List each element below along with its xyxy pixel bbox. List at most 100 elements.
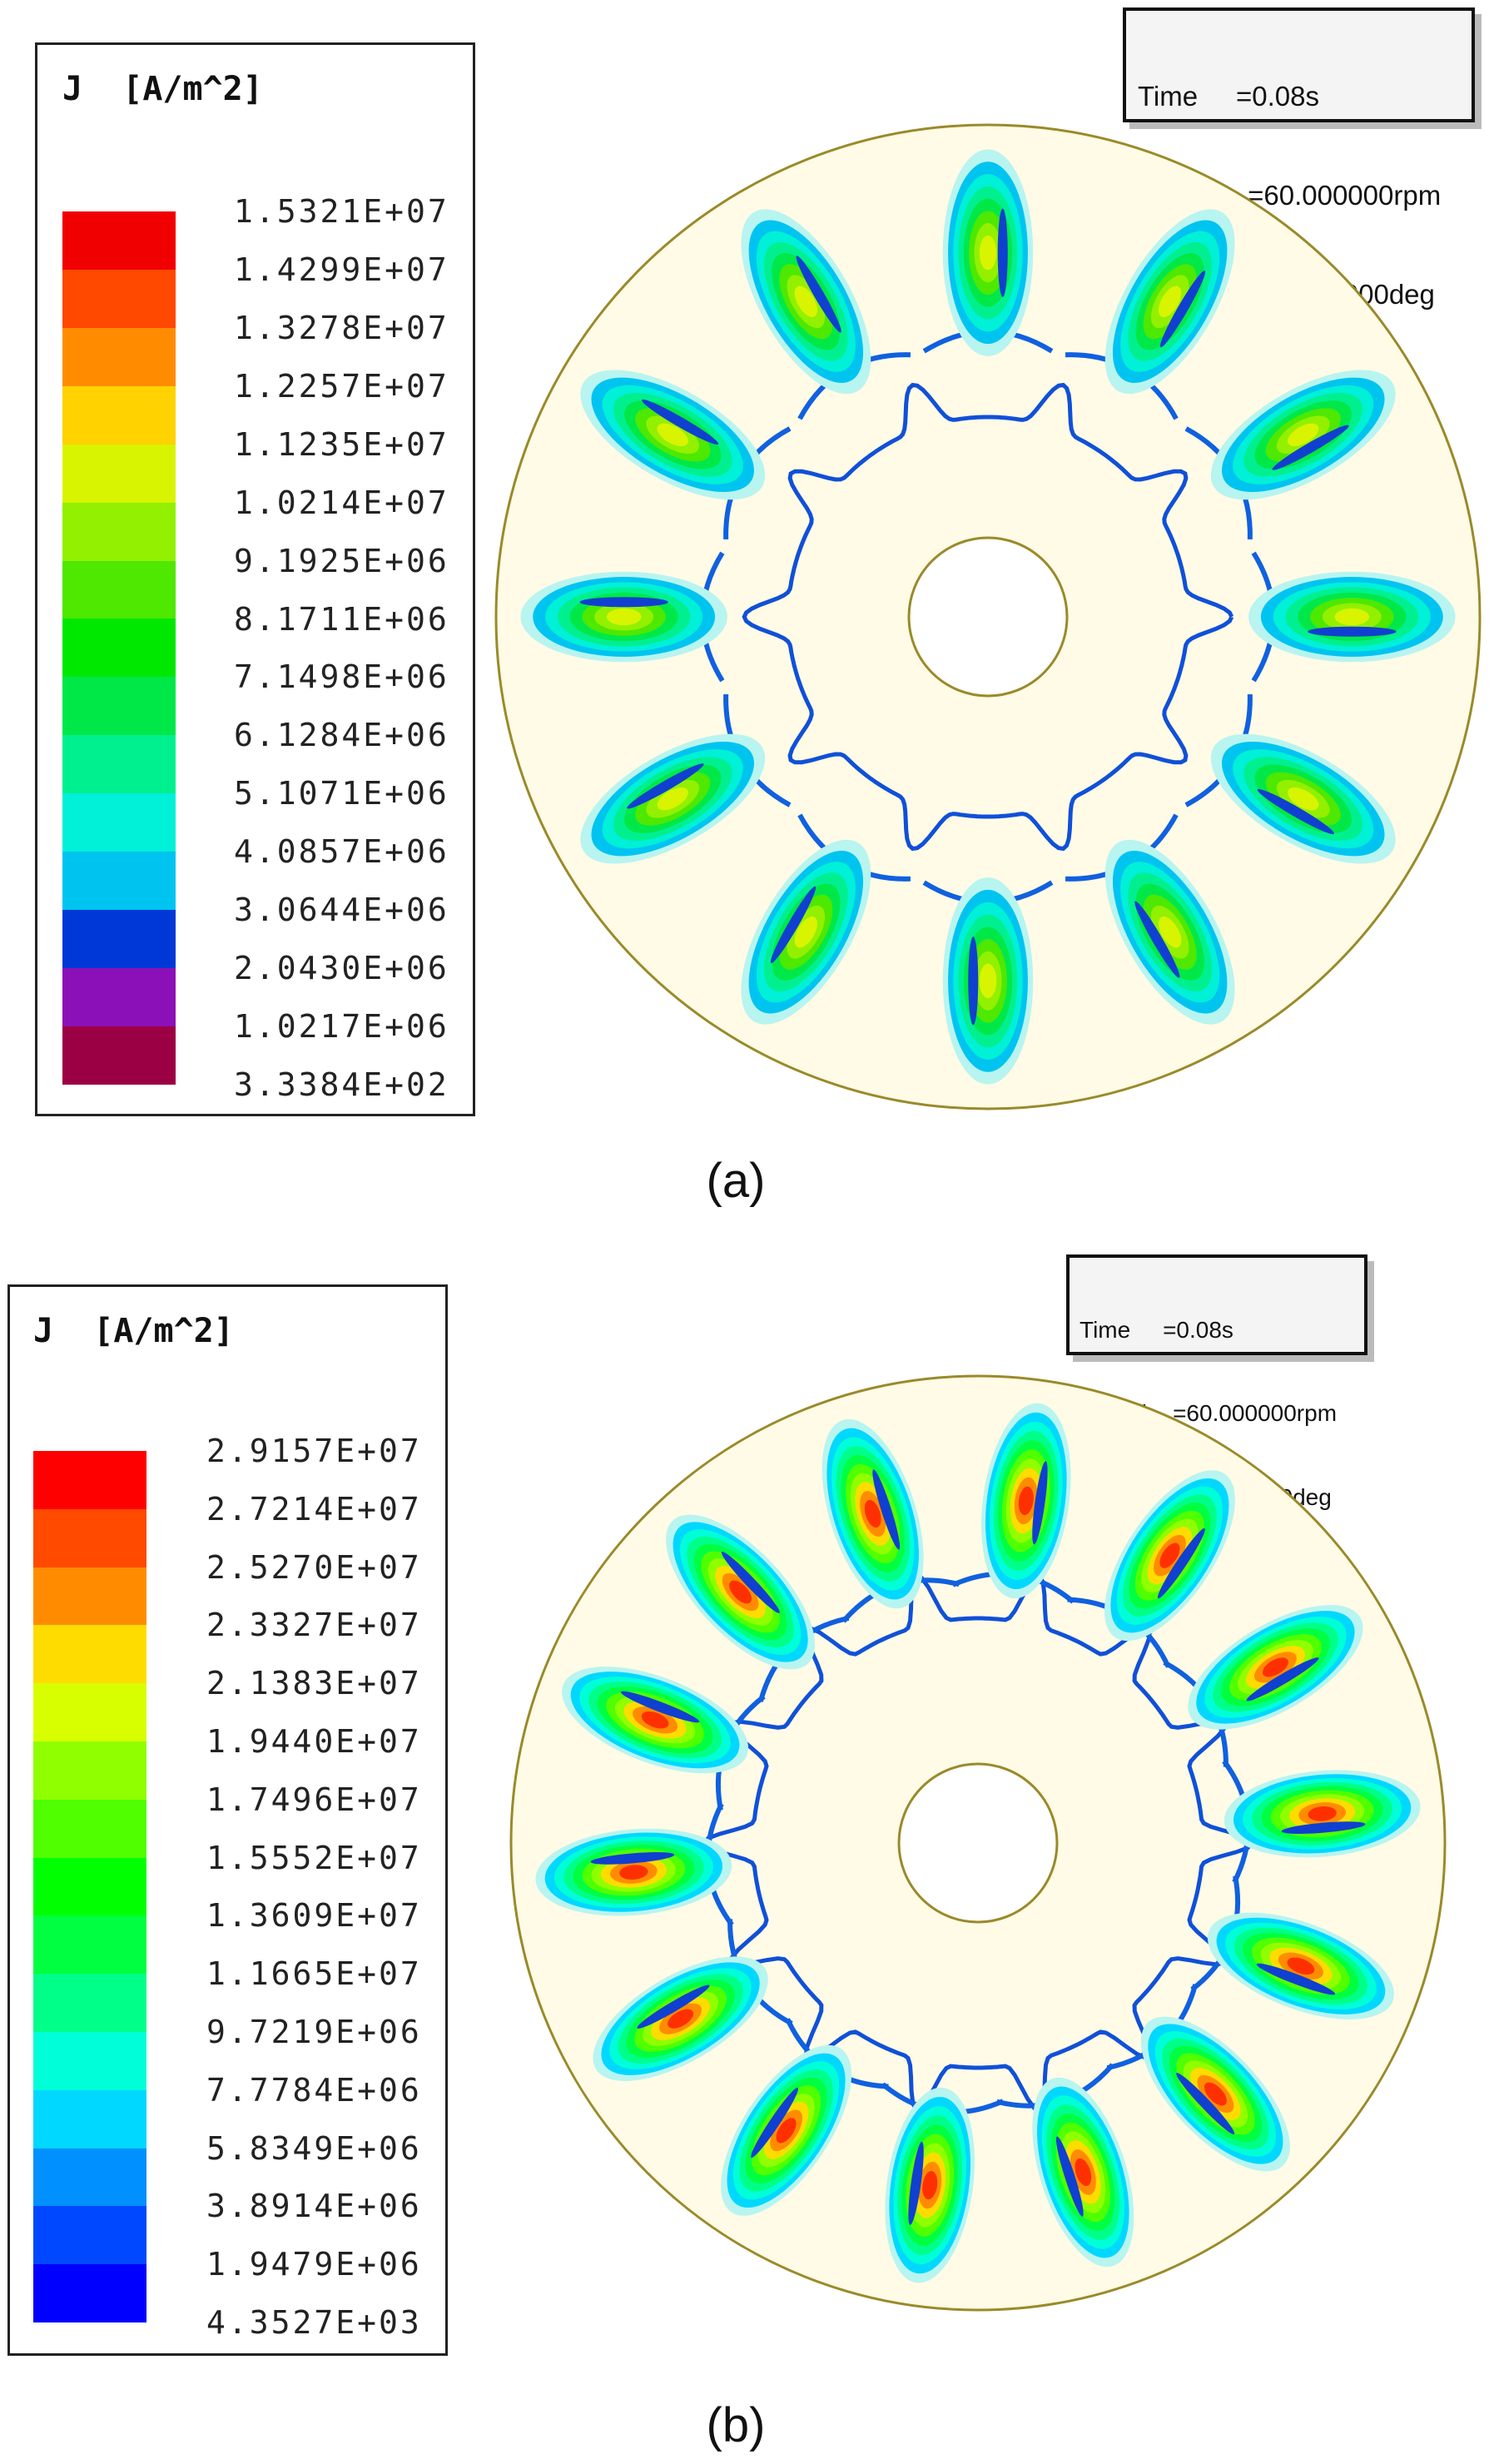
current-density-contour <box>641 399 719 445</box>
current-density-contour <box>997 208 1008 297</box>
coil-slot <box>1222 1759 1421 1884</box>
legend-value: 1.9440E+07 <box>206 1723 422 1760</box>
legend-value: 1.9479E+06 <box>206 2246 422 2283</box>
current-density-contour <box>796 256 841 333</box>
caption-a: (a) <box>706 1154 766 1208</box>
color-band <box>33 1915 146 1975</box>
coil-slot <box>1163 1605 1363 1767</box>
current-density-contour <box>1272 425 1349 470</box>
current-density-contour <box>606 608 642 626</box>
current-density-contour <box>1055 2136 1084 2217</box>
color-band <box>62 677 176 736</box>
current-density-contour <box>590 1852 675 1865</box>
legend-value: 9.7219E+06 <box>206 2014 422 2050</box>
legend-value: 1.7496E+07 <box>206 1781 422 1818</box>
coil-slot <box>741 813 911 1025</box>
current-density-contour <box>627 763 704 809</box>
current-density-contour <box>1075 2158 1092 2187</box>
color-bar <box>62 211 176 1085</box>
shaft-hole <box>897 1762 1059 1924</box>
color-band <box>33 2206 146 2265</box>
color-band <box>33 2264 146 2322</box>
color-band <box>33 2089 146 2149</box>
current-density-contour <box>776 2118 797 2144</box>
info-time: Time =0.08s <box>1080 1317 1233 1343</box>
current-density-contour <box>979 963 997 999</box>
color-band <box>33 1567 146 1626</box>
color-band <box>33 2148 146 2207</box>
current-density-contour <box>1157 1528 1205 1599</box>
legend-value: 1.5552E+07 <box>206 1839 422 1876</box>
current-density-contour <box>968 936 979 1026</box>
field-plot-b <box>509 1374 1447 2312</box>
shaft-hole <box>907 536 1069 698</box>
current-density-contour <box>641 1711 669 1729</box>
current-density-contour <box>1256 1963 1336 1995</box>
color-band <box>62 618 176 678</box>
current-density-contour <box>1204 2082 1227 2106</box>
coil-slot <box>951 1403 1075 1604</box>
current-density-contour <box>922 2171 938 2200</box>
color-band <box>33 2031 146 2090</box>
legend-value: 1.1235E+07 <box>234 425 449 463</box>
legend-value: 8.1711E+06 <box>234 600 449 638</box>
current-density-contour <box>770 886 816 964</box>
current-density-contour <box>657 423 688 447</box>
coil-slot <box>1065 209 1235 420</box>
color-band <box>62 327 176 386</box>
legend-value: 1.0214E+07 <box>234 484 449 521</box>
coil-slot <box>1106 1984 1290 2172</box>
legend-value: 6.1284E+06 <box>234 717 449 754</box>
current-density-contour <box>1288 423 1319 447</box>
color-band <box>62 502 176 561</box>
legend-value: 2.1383E+07 <box>206 1665 422 1702</box>
legend-value: 3.3384E+02 <box>234 1066 449 1103</box>
coil-slot <box>881 2082 1005 2283</box>
current-density-contour <box>668 2009 694 2029</box>
color-bar <box>33 1451 146 2322</box>
legend-value: 7.1498E+06 <box>234 658 449 696</box>
legend-title: J [A/m^2] <box>33 1312 234 1350</box>
legend-value: 2.9157E+07 <box>206 1433 422 1469</box>
legend-value: 5.8349E+06 <box>206 2129 422 2167</box>
info-box-b: Time =0.08s Speed =60.000000rpm Position… <box>1066 1254 1367 1510</box>
current-density-contour <box>1257 788 1335 835</box>
legend-b: J [A/m^2] 2.9157E+07 2.7214E+07 2.5270E+07… <box>7 1284 448 2356</box>
color-band <box>33 1625 146 1684</box>
color-band <box>33 1799 146 1858</box>
coil-slot <box>520 551 727 683</box>
legend-value: 5.1071E+06 <box>234 775 449 812</box>
current-density-contour <box>1159 270 1206 348</box>
current-density-contour <box>1158 917 1182 948</box>
color-band <box>33 1451 146 1509</box>
info-box-a: Time =0.08s Speed =60.000000rpm Position… <box>1123 7 1475 310</box>
coil-slot <box>1248 551 1456 683</box>
color-band <box>62 793 176 852</box>
coil-slot <box>593 1919 793 2081</box>
color-band <box>62 560 176 619</box>
legend-value: 1.5321E+07 <box>234 193 449 230</box>
current-density-contour <box>619 1865 648 1880</box>
legend-value: 2.7214E+07 <box>206 1490 422 1528</box>
current-density-contour <box>872 1469 901 1550</box>
coil-slot <box>1184 370 1396 540</box>
current-density-contour <box>1158 286 1182 317</box>
legend-value: 3.8914E+06 <box>206 2188 422 2225</box>
legend-value: 3.0644E+06 <box>234 892 449 929</box>
legend-value: 1.0217E+06 <box>234 1008 449 1046</box>
current-density-contour <box>1334 608 1370 626</box>
current-density-contour <box>979 235 997 271</box>
legend-a: J [A/m^2] 1.5321E+07 1.4299E+07 1.3278E+07… <box>35 42 475 1116</box>
current-density-contour <box>908 2141 924 2225</box>
legend-value: 1.2257E+07 <box>234 367 449 405</box>
current-density-contour <box>1018 1486 1034 1515</box>
legend-value: 1.3278E+07 <box>234 309 449 346</box>
coil-slot <box>580 370 792 540</box>
coil-slot <box>562 1667 766 1811</box>
coil-slot <box>721 2018 889 2216</box>
current-density-contour <box>1281 1821 1366 1834</box>
current-density-contour <box>794 286 818 317</box>
info-time: Time =0.08s <box>1138 81 1319 112</box>
coil-slot <box>922 149 1054 356</box>
color-band <box>33 1974 146 2032</box>
